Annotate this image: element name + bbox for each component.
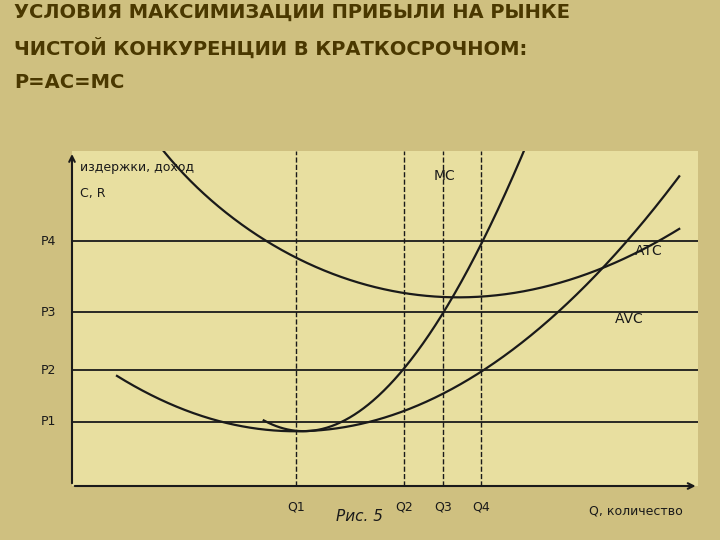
Text: УСЛОВИЯ МАКСИМИЗАЦИИ ПРИБЫЛИ НА РЫНКЕ: УСЛОВИЯ МАКСИМИЗАЦИИ ПРИБЫЛИ НА РЫНКЕ bbox=[14, 3, 570, 22]
Text: P2: P2 bbox=[40, 363, 56, 376]
Text: Q4: Q4 bbox=[472, 500, 490, 513]
Text: Q, количество: Q, количество bbox=[589, 504, 683, 517]
Text: P3: P3 bbox=[40, 306, 56, 319]
Text: Q2: Q2 bbox=[395, 500, 413, 513]
Text: АТС: АТС bbox=[634, 244, 662, 258]
Text: АVС: АVС bbox=[616, 312, 644, 326]
Text: С, R: С, R bbox=[80, 187, 105, 200]
Text: Q1: Q1 bbox=[287, 500, 305, 513]
Text: Q3: Q3 bbox=[434, 500, 451, 513]
Text: ЧИСТОЙ КОНКУРЕНЦИИ В КРАТКОСРОЧНОМ:: ЧИСТОЙ КОНКУРЕНЦИИ В КРАТКОСРОЧНОМ: bbox=[14, 38, 528, 59]
Text: P4: P4 bbox=[40, 235, 56, 248]
Text: Рис. 5: Рис. 5 bbox=[336, 509, 384, 524]
Text: МС: МС bbox=[433, 170, 455, 184]
Text: издержки, доход: издержки, доход bbox=[80, 161, 194, 174]
Text: P1: P1 bbox=[40, 415, 56, 428]
Text: Р=АС=МС: Р=АС=МС bbox=[14, 73, 125, 92]
